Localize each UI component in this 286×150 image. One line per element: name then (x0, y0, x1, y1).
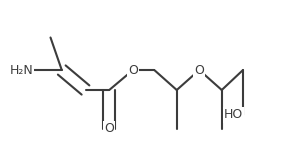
Text: O: O (128, 63, 138, 76)
Text: H₂N: H₂N (9, 63, 33, 76)
Text: O: O (194, 63, 204, 76)
Text: O: O (104, 122, 114, 135)
Text: HO: HO (224, 108, 243, 122)
